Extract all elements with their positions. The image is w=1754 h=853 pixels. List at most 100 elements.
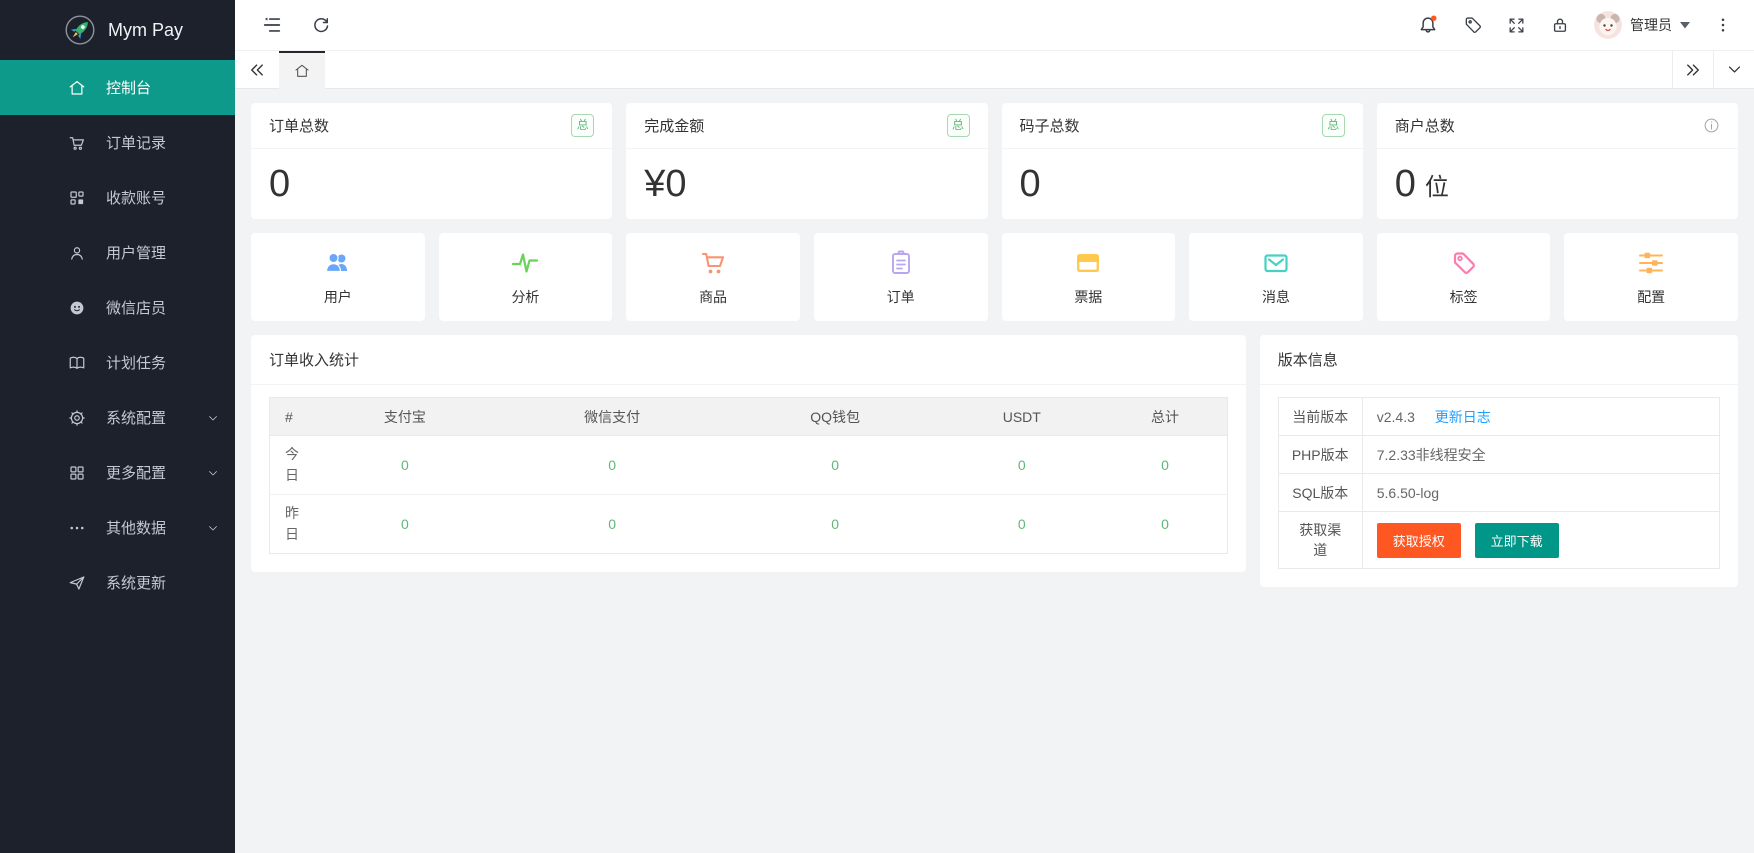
shortcut-messages[interactable]: 消息: [1189, 233, 1363, 321]
version-table: 当前版本 v2.4.3 更新日志 PHP版本 7.2.33非线程安全: [1277, 397, 1721, 569]
table-header-row: # 支付宝 微信支付 QQ钱包 USDT 总计: [269, 397, 1228, 436]
refresh-icon[interactable]: [311, 15, 331, 35]
stat-title: 订单总数: [269, 118, 330, 135]
sidebar-item-label: 更多配置: [106, 465, 167, 482]
stat-title: 完成金额: [644, 118, 705, 135]
brand-rocket-icon: [65, 15, 95, 45]
sidebar-item-label: 用户管理: [106, 245, 167, 262]
version-row-current: 当前版本 v2.4.3 更新日志: [1277, 397, 1721, 436]
card-title: 版本信息: [1259, 335, 1738, 385]
topbar-left: [261, 14, 331, 36]
send-icon: [69, 575, 85, 590]
sidebar-item-system-config[interactable]: 系统配置: [0, 390, 235, 445]
lock-icon[interactable]: [1550, 15, 1570, 35]
cell-value: 0: [494, 435, 730, 495]
shortcut-bills[interactable]: 票据: [1001, 233, 1176, 321]
order-cart-icon: [69, 136, 84, 150]
col-header: 微信支付: [494, 397, 730, 436]
sidebar-item-label: 微信店员: [106, 300, 167, 317]
cell-value: 0: [940, 435, 1104, 495]
shortcut-orders[interactable]: 订单: [813, 233, 988, 321]
total-badge: 总: [946, 114, 970, 137]
stat-card-code-total: 码子总数 总 0: [1001, 103, 1363, 219]
schedule-book-icon: [69, 356, 85, 369]
sidebar-item-scheduled-tasks[interactable]: 计划任务: [0, 335, 235, 390]
fullscreen-icon[interactable]: [1507, 16, 1526, 35]
username: 管理员: [1630, 17, 1672, 33]
sidebar-item-other-data[interactable]: 其他数据: [0, 500, 235, 555]
sidebar-item-label: 系统配置: [106, 410, 167, 427]
ellipsis-icon: [70, 526, 84, 529]
sidebar-item-console[interactable]: 控制台: [0, 60, 235, 115]
version-value: 7.2.33非线程安全: [1376, 446, 1486, 463]
tab-home[interactable]: [279, 50, 325, 89]
sidebar-item-label: 订单记录: [106, 135, 167, 152]
version-row-sql: SQL版本 5.6.50-log: [1277, 473, 1721, 512]
wechat-clerk-icon: [70, 301, 84, 314]
tag-icon: [1453, 251, 1475, 274]
sidebar-item-label: 控制台: [106, 80, 152, 97]
sidebar-item-more-config[interactable]: 更多配置: [0, 445, 235, 500]
notifications-bell-icon[interactable]: [1417, 14, 1439, 36]
shortcut-products[interactable]: 商品: [626, 233, 800, 321]
cart-icon: [702, 252, 725, 273]
version-info-card: 版本信息 当前版本 v2.4.3 更新日志 PHP版本: [1259, 335, 1738, 587]
mail-icon: [1264, 253, 1288, 272]
main-area: 管理员: [235, 0, 1754, 853]
cell-value: 0: [940, 494, 1104, 554]
stat-title: 码子总数: [1019, 118, 1080, 135]
menu-fold-icon[interactable]: [261, 14, 283, 36]
stat-value: ¥0: [644, 162, 687, 205]
sidebar-item-user-management[interactable]: 用户管理: [0, 225, 235, 280]
income-table: # 支付宝 微信支付 QQ钱包 USDT 总计 今日: [269, 397, 1228, 554]
brand-name: Mym Pay: [108, 19, 184, 40]
shortcut-analytics[interactable]: 分析: [438, 233, 613, 321]
table-row-today: 今日 0 0 0 0 0: [269, 435, 1228, 495]
sidebar-item-payment-accounts[interactable]: 收款账号: [0, 170, 235, 225]
total-badge: 总: [1321, 114, 1345, 137]
sidebar-item-label: 收款账号: [106, 190, 167, 207]
changelog-link[interactable]: 更新日志: [1434, 408, 1491, 425]
version-row-channel: 获取渠道 获取授权 立即下载: [1277, 511, 1721, 569]
stat-value: 0: [269, 162, 291, 205]
table-row-yesterday: 昨日 0 0 0 0 0: [269, 494, 1228, 554]
shortcut-tags[interactable]: 标签: [1376, 233, 1551, 321]
stat-card-merchant-total: 商户总数 0 位: [1376, 103, 1738, 219]
tabs-scroll-right-icon[interactable]: [1672, 51, 1713, 88]
shortcut-cards-row: 用户 分析 商品: [251, 233, 1738, 321]
col-header: USDT: [940, 397, 1104, 436]
sidebar-item-label: 系统更新: [106, 575, 167, 592]
shortcut-settings[interactable]: 配置: [1564, 233, 1738, 321]
sidebar-item-system-update[interactable]: 系统更新: [0, 555, 235, 610]
sidebar-item-order-records[interactable]: 订单记录: [0, 115, 235, 170]
shortcut-users[interactable]: 用户: [251, 233, 425, 321]
row-label: 今日: [269, 435, 316, 495]
home-icon: [69, 80, 85, 95]
cell-value: 0: [729, 494, 941, 554]
info-icon[interactable]: [1703, 117, 1720, 134]
col-header: #: [269, 397, 316, 436]
user-menu[interactable]: 管理员: [1594, 11, 1690, 39]
tag-icon[interactable]: [1463, 15, 1483, 35]
more-vertical-icon[interactable]: [1714, 16, 1732, 34]
col-header: 支付宝: [315, 397, 495, 436]
cell-value: 0: [494, 494, 730, 554]
get-license-button[interactable]: 获取授权: [1376, 522, 1461, 558]
avatar: [1594, 11, 1622, 39]
caret-down-icon: [1680, 21, 1690, 28]
card-title: 订单收入统计: [251, 335, 1246, 385]
gear-icon: [69, 409, 85, 426]
version-value: v2.4.3: [1376, 408, 1415, 425]
download-now-button[interactable]: 立即下载: [1474, 522, 1559, 558]
stat-card-completed-amount: 完成金额 总 ¥0: [626, 103, 988, 219]
sidebar-menu: 控制台 订单记录 收款账号 用户管理 微信店员 计划任务: [0, 60, 235, 610]
sidebar: Mym Pay 控制台 订单记录 收款账号 用户管理 微信店员: [0, 0, 235, 853]
tabs-scroll-left-icon[interactable]: [235, 61, 279, 79]
sidebar-item-wechat-clerk[interactable]: 微信店员: [0, 280, 235, 335]
stat-value: 0: [1019, 162, 1041, 205]
tabs-dropdown-icon[interactable]: [1713, 51, 1754, 88]
chevron-down-icon: [209, 470, 217, 475]
order-income-card: 订单收入统计 # 支付宝 微信支付 QQ钱包 USDT 总计: [251, 335, 1246, 572]
topbar: 管理员: [235, 0, 1754, 50]
